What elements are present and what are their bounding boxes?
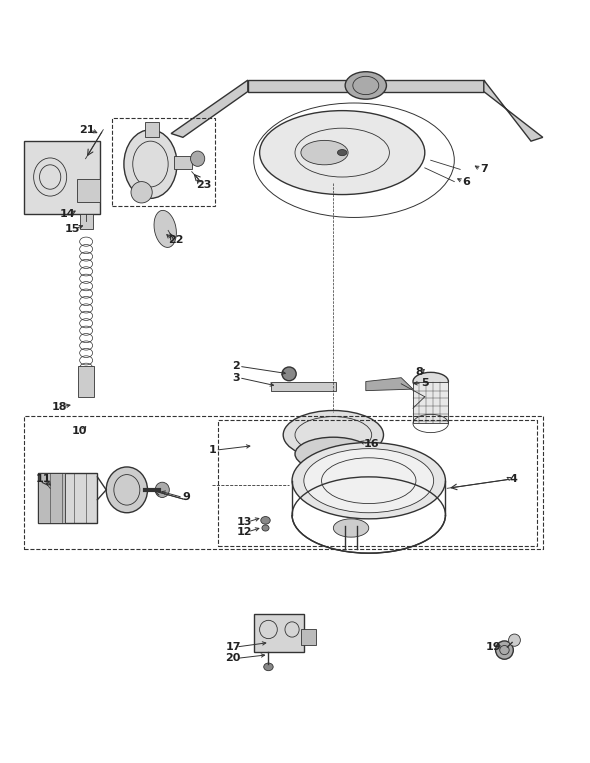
- Ellipse shape: [333, 519, 369, 537]
- Text: 21: 21: [80, 124, 95, 135]
- Bar: [218, 420, 537, 546]
- Ellipse shape: [304, 449, 434, 513]
- Ellipse shape: [260, 111, 425, 195]
- Ellipse shape: [262, 525, 269, 531]
- Text: 5: 5: [421, 378, 428, 388]
- Text: 18: 18: [51, 401, 67, 412]
- Ellipse shape: [292, 443, 445, 519]
- Bar: [80, 214, 93, 229]
- Bar: [301, 629, 316, 645]
- Text: 19: 19: [486, 642, 501, 652]
- Ellipse shape: [154, 211, 176, 247]
- Ellipse shape: [496, 641, 513, 659]
- Text: 8: 8: [415, 367, 423, 378]
- Text: 15: 15: [64, 224, 80, 234]
- Ellipse shape: [124, 130, 177, 198]
- Text: 10: 10: [72, 426, 87, 436]
- Text: 20: 20: [225, 653, 241, 664]
- Ellipse shape: [337, 150, 347, 156]
- Ellipse shape: [191, 151, 205, 166]
- Bar: [38, 473, 97, 523]
- Text: 17: 17: [225, 642, 241, 652]
- Ellipse shape: [509, 634, 520, 646]
- Text: 16: 16: [364, 439, 379, 449]
- Ellipse shape: [413, 372, 448, 391]
- Bar: [77, 179, 100, 202]
- Ellipse shape: [282, 367, 296, 381]
- Polygon shape: [248, 80, 484, 92]
- Text: 22: 22: [168, 235, 183, 246]
- Ellipse shape: [264, 663, 273, 671]
- Text: 13: 13: [237, 517, 253, 527]
- Bar: [112, 118, 215, 206]
- Polygon shape: [171, 80, 248, 137]
- Text: 23: 23: [196, 179, 211, 190]
- Bar: [413, 382, 448, 423]
- Text: 1: 1: [208, 445, 217, 456]
- Ellipse shape: [345, 72, 386, 99]
- Ellipse shape: [261, 517, 270, 524]
- Ellipse shape: [131, 182, 152, 203]
- Bar: [38, 473, 65, 523]
- Ellipse shape: [106, 467, 148, 513]
- Polygon shape: [271, 382, 336, 391]
- Bar: [24, 141, 100, 214]
- Ellipse shape: [283, 410, 384, 459]
- Text: 14: 14: [60, 208, 76, 219]
- Text: 2: 2: [232, 361, 240, 372]
- Bar: [174, 156, 192, 169]
- Bar: [254, 614, 304, 652]
- Text: 7: 7: [480, 164, 488, 175]
- Text: 6: 6: [462, 176, 470, 187]
- Ellipse shape: [295, 437, 372, 471]
- Text: 11: 11: [35, 474, 51, 485]
- Bar: [24, 416, 543, 549]
- Text: 3: 3: [232, 372, 240, 383]
- Bar: [145, 122, 159, 137]
- Text: 12: 12: [237, 526, 253, 537]
- Text: 9: 9: [182, 492, 190, 503]
- Ellipse shape: [155, 482, 169, 497]
- Polygon shape: [484, 80, 543, 141]
- Ellipse shape: [301, 140, 348, 165]
- Polygon shape: [366, 378, 413, 391]
- Bar: [78, 366, 94, 397]
- Text: 4: 4: [509, 474, 517, 485]
